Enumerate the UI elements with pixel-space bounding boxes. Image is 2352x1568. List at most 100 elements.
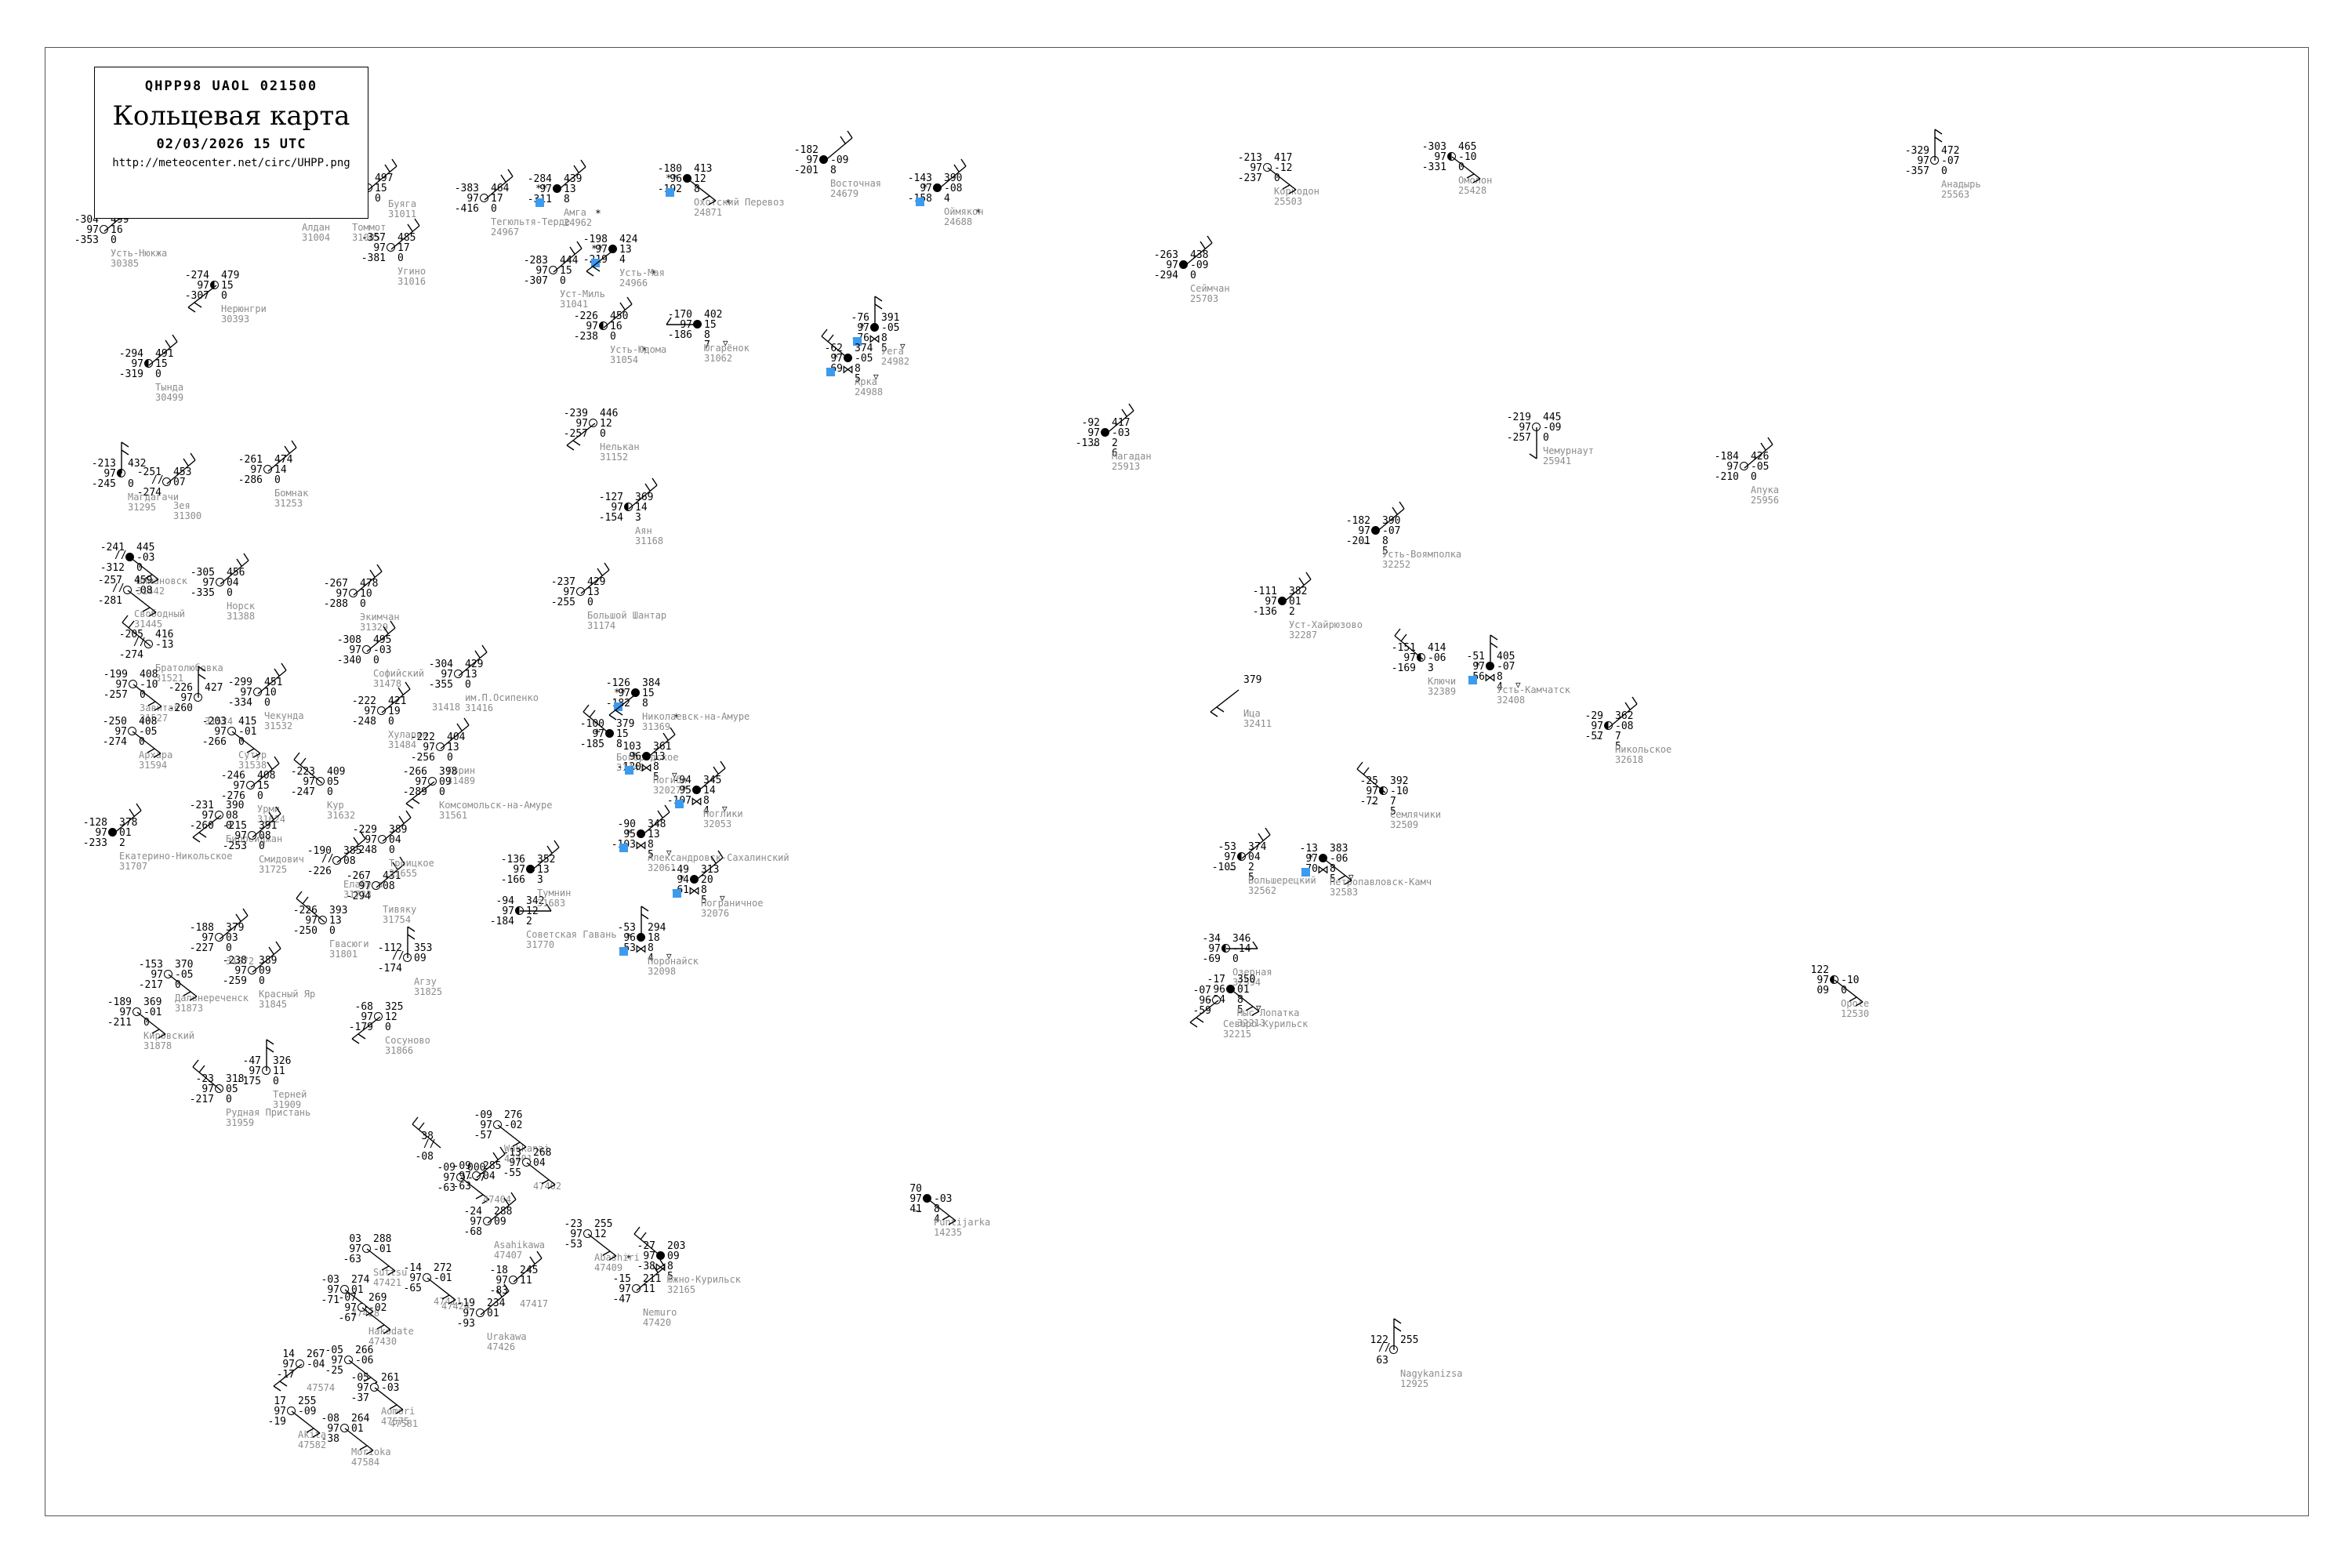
- precip-square-marker: [535, 198, 544, 207]
- bowtie-symbol: ⋈: [688, 884, 700, 898]
- weather-symbol: +: [594, 726, 601, 738]
- station-label: Шимановск 31442: [136, 575, 188, 597]
- station-label: Смидович 31725: [259, 854, 304, 875]
- wind-barb-icon: [480, 1283, 510, 1316]
- station-right-values: 255: [1400, 1334, 1419, 1346]
- station-right-values: 459 -08: [134, 575, 153, 597]
- station-left-values: -27 97 -38: [637, 1240, 655, 1272]
- wind-barb-icon: [580, 562, 610, 594]
- wind-barb-icon: [633, 1226, 663, 1258]
- station-circle: [100, 225, 108, 234]
- wind-barb-icon: [927, 1198, 956, 1225]
- station-left-values: 122 97 09: [1810, 964, 1829, 996]
- station-label: Апука 25956: [1751, 485, 1780, 506]
- station-circle: [362, 645, 371, 654]
- wind-barb-icon: [344, 1428, 374, 1455]
- station-left-values: 17 97 -19: [267, 1396, 286, 1428]
- wind-barb-icon: [641, 804, 670, 837]
- wind-barb-icon: [426, 1277, 456, 1305]
- station-circle: [1101, 428, 1109, 437]
- station-right-values: 203 09 8 5: [667, 1240, 686, 1283]
- station-circle: [263, 465, 272, 474]
- station-left-values: -143 97 -158: [907, 172, 932, 204]
- station-left-values: -308 97 -340: [336, 634, 361, 666]
- snow-asterisk-symbol: ∗: [975, 205, 982, 217]
- station-right-values: 417 -03 2 6: [1112, 417, 1131, 459]
- station-right-values: 438 -09 0: [1190, 249, 1209, 281]
- station-label: Агзу 31825: [414, 976, 443, 997]
- weather-symbol: ∗∗: [535, 181, 548, 193]
- map-datetime: 02/03/2026 15 UTC: [156, 136, 307, 152]
- station-right-values: 446 12 0: [600, 408, 619, 440]
- station-circle: [583, 1229, 592, 1238]
- station-right-values: 450 16 0: [610, 310, 629, 343]
- station-circle: [1447, 152, 1456, 161]
- station-label: Уега 24982: [881, 346, 910, 367]
- station-left-values: -94 95 -107: [667, 775, 691, 806]
- precip-square-marker: [673, 889, 681, 898]
- wave-symbol: ∼: [1093, 440, 1099, 452]
- station-circle: [599, 321, 608, 330]
- wind-barb-icon: [1375, 501, 1405, 533]
- station-left-values: -94 97 -184: [489, 895, 514, 927]
- station-label: Asahikawa 47407: [494, 1240, 546, 1261]
- station-circle: [472, 1171, 481, 1180]
- station-label: Тында 30499: [155, 382, 184, 403]
- station-circle: [509, 1276, 517, 1284]
- station-right-values: 424 13 4: [619, 234, 638, 266]
- station-label: Петропавловск-Камч 32583: [1330, 877, 1432, 898]
- wind-barb-icon: [390, 218, 420, 250]
- station-label: Троицкое 31655: [389, 858, 434, 879]
- station-right-values: 445 -03 0: [136, 542, 155, 574]
- station-circle: [128, 727, 136, 735]
- station-left-values: -205 -274: [118, 629, 143, 661]
- station-label: Большерецкий 32562: [1248, 875, 1316, 896]
- station-left-values: -226 97 -260: [168, 682, 193, 714]
- station-right-values: 342 12 2: [526, 895, 545, 927]
- weather-symbol: ∗∗: [591, 241, 604, 253]
- station-right-values: 479 15 0: [221, 270, 240, 302]
- station-right-values: 402 15 8 7: [704, 309, 723, 351]
- station-label: Nemuro 47420: [643, 1307, 677, 1328]
- station-circle: [1278, 597, 1287, 605]
- station-label: Угино 31016: [397, 266, 426, 287]
- station-right-values: 266 -06: [355, 1345, 374, 1367]
- station-label: Мыс Лопатка 32213: [1237, 1007, 1300, 1029]
- snow-asterisk-symbol: ∗: [626, 1251, 632, 1263]
- station-left-values: -250 97 -274: [102, 716, 127, 748]
- station-left-values: -182 97 -201: [1345, 515, 1370, 547]
- station-label: Поронайск 32098: [648, 956, 699, 977]
- station-left-values: -19 97 -93: [456, 1298, 475, 1330]
- station-circle: [436, 742, 445, 751]
- station-left-values: -213 97 -245: [91, 458, 116, 490]
- triangle-symbol: ▽: [720, 893, 725, 903]
- wind-barb-icon: [192, 815, 222, 843]
- station-circle: [483, 1217, 492, 1225]
- station-left-values: -112 -174: [377, 942, 402, 975]
- station-right-values: 276 -02: [504, 1109, 523, 1131]
- station-right-values: 416 -13: [155, 629, 174, 651]
- station-left-values: -03 97 -71: [321, 1274, 339, 1306]
- station-left-values: -90 95 -103: [612, 818, 636, 850]
- station-right-values: 398 09 0: [439, 766, 458, 798]
- wind-barb-icon: [1490, 634, 1498, 666]
- wind-barb-icon: [351, 1016, 381, 1044]
- wind-barb-icon: [476, 1146, 506, 1178]
- station-label: им.П.Осипенко 31416: [465, 692, 539, 713]
- station-label: Югарёнок 31062: [704, 343, 750, 364]
- wind-barb-icon: [1189, 1000, 1219, 1028]
- station-left-values: -219 97 -257: [1506, 412, 1531, 444]
- station-left-values: -231 97 -260: [189, 800, 214, 832]
- precip-square-marker: [853, 337, 862, 346]
- station-circle: [129, 680, 137, 688]
- weather-symbol: ∗: [631, 749, 637, 760]
- station-right-values: 391 -05 8 5: [881, 312, 900, 354]
- station-label: Архара 31594: [139, 750, 173, 771]
- wind-barb-icon: [293, 752, 323, 784]
- station-left-values: -07 96 -59: [1192, 985, 1211, 1017]
- triangle-symbol: ▽: [900, 341, 906, 351]
- wind-barb-icon: [874, 296, 883, 328]
- wind-barb-icon: [267, 440, 297, 472]
- wind-barb-icon: [1744, 437, 1773, 469]
